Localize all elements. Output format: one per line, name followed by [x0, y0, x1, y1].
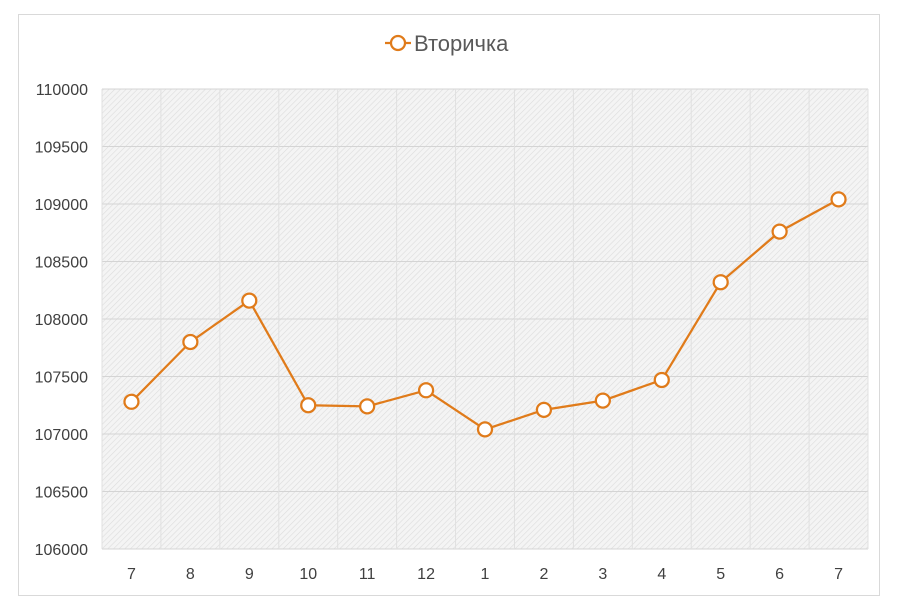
legend[interactable]: Вторичка: [385, 31, 509, 56]
x-tick-label: 12: [417, 566, 435, 583]
x-tick-label: 4: [657, 566, 666, 583]
x-tick-label: 1: [481, 566, 490, 583]
x-tick-label: 7: [127, 566, 136, 583]
data-point-marker[interactable]: [300, 397, 317, 414]
y-tick-label: 106500: [35, 485, 88, 502]
x-tick-label: 9: [245, 566, 254, 583]
y-tick-label: 108000: [35, 312, 88, 329]
legend-circle-marker: [389, 34, 407, 52]
legend-label: Вторичка: [414, 31, 509, 56]
data-point-marker[interactable]: [359, 398, 376, 415]
x-tick-label: 3: [598, 566, 607, 583]
x-tick-label: 8: [186, 566, 195, 583]
data-point-marker[interactable]: [653, 371, 670, 389]
data-point-marker[interactable]: [712, 274, 729, 291]
data-point-marker[interactable]: [594, 392, 611, 409]
x-axis: 7 8 9 10 11 12 1 2 3 4 5 6 7: [127, 566, 843, 583]
x-tick-label: 10: [299, 566, 317, 583]
x-tick-label: 7: [834, 566, 843, 583]
data-point-marker[interactable]: [123, 393, 140, 410]
y-axis: 106000 106500 107000 107500 108000 108500 1090…: [35, 82, 88, 559]
y-tick-label: 107500: [35, 370, 88, 387]
data-point-marker[interactable]: [417, 382, 435, 399]
x-tick-label: 2: [539, 566, 548, 583]
series-group: [123, 191, 847, 438]
data-point-marker[interactable]: [771, 223, 788, 240]
data-point-marker[interactable]: [476, 421, 494, 438]
x-tick-label: 11: [359, 566, 376, 583]
y-tick-label: 106000: [35, 542, 88, 559]
y-tick-label: 107000: [35, 427, 88, 444]
data-point-marker[interactable]: [535, 401, 553, 418]
y-tick-label: 110000: [36, 82, 88, 99]
data-point-marker[interactable]: [830, 191, 847, 208]
y-tick-label: 109500: [35, 140, 88, 157]
data-point-marker[interactable]: [241, 292, 258, 309]
y-tick-label: 108500: [35, 255, 88, 272]
x-tick-label: 5: [716, 566, 725, 583]
x-tick-label: 6: [775, 566, 784, 583]
data-point-marker[interactable]: [182, 333, 199, 351]
gridlines: [101, 88, 869, 550]
y-tick-label: 109000: [35, 197, 88, 214]
